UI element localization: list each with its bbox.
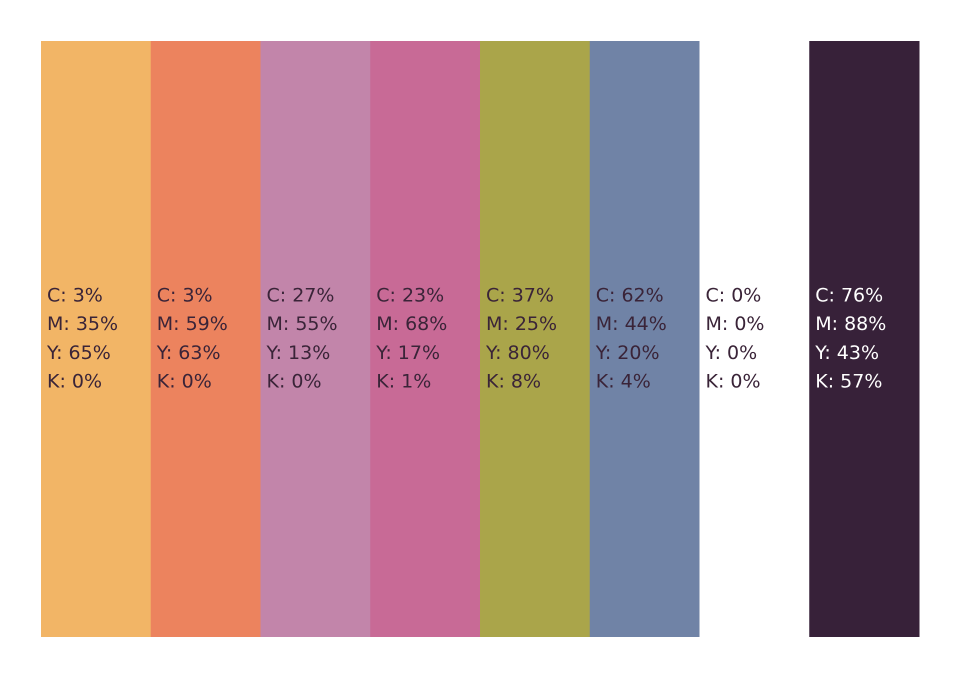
cmyk-value: Y: 13% — [266, 342, 331, 364]
cmyk-value: K: 1% — [376, 371, 431, 393]
cmyk-value: Y: 20% — [595, 342, 660, 364]
swatch — [370, 41, 481, 637]
cmyk-value: Y: 63% — [156, 342, 221, 364]
swatch — [699, 41, 810, 637]
cmyk-value: K: 4% — [596, 371, 651, 393]
cmyk-value: C: 37% — [486, 285, 554, 307]
swatch — [150, 41, 261, 637]
cmyk-value: K: 0% — [47, 371, 102, 393]
cmyk-value: K: 0% — [267, 371, 322, 393]
cmyk-value: C: 3% — [47, 285, 103, 307]
cmyk-value: C: 3% — [157, 285, 213, 307]
swatch — [809, 41, 920, 637]
cmyk-value: M: 88% — [815, 313, 886, 335]
cmyk-value: Y: 0% — [705, 342, 758, 364]
cmyk-value: C: 0% — [706, 285, 762, 307]
swatch — [480, 41, 591, 637]
swatch — [260, 41, 371, 637]
cmyk-value: M: 55% — [267, 313, 338, 335]
cmyk-value: M: 44% — [596, 313, 667, 335]
cmyk-value: Y: 17% — [375, 342, 440, 364]
cmyk-value: C: 76% — [815, 285, 883, 307]
cmyk-value: K: 0% — [157, 371, 212, 393]
cmyk-value: K: 8% — [486, 371, 541, 393]
cmyk-value: Y: 43% — [814, 342, 879, 364]
cmyk-value: Y: 65% — [46, 342, 111, 364]
cmyk-value: M: 68% — [376, 313, 447, 335]
cmyk-value: M: 59% — [157, 313, 228, 335]
cmyk-value: C: 23% — [376, 285, 444, 307]
cmyk-value: C: 62% — [596, 285, 664, 307]
cmyk-value: K: 0% — [706, 371, 761, 393]
swatch — [41, 41, 152, 637]
cmyk-value: K: 57% — [815, 371, 882, 393]
swatch — [589, 41, 700, 637]
cmyk-value: M: 35% — [47, 313, 118, 335]
cmyk-value: C: 27% — [267, 285, 335, 307]
cmyk-value: M: 0% — [706, 313, 765, 335]
cmyk-value: Y: 80% — [485, 342, 550, 364]
cmyk-value: M: 25% — [486, 313, 557, 335]
